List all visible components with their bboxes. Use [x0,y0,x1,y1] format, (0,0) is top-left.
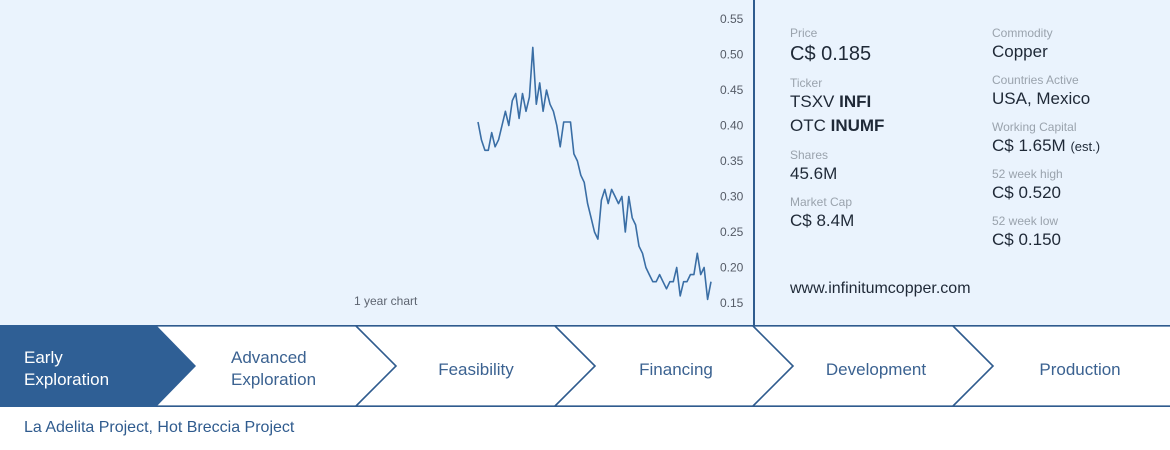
shares-label: Shares [790,148,829,162]
price-chart: 0.55 0.50 0.45 0.40 0.35 0.30 0.25 0.20 0.15 [477,12,744,310]
ticker-symbol-tsxv: INFI [839,92,872,111]
ticker-tsxv: TSXV INFI [790,92,884,112]
marketcap-value: C$ 8.4M [790,211,855,230]
ticker-block: Ticker TSXV INFI OTC INUMF [790,76,884,136]
y-tick-label: 0.30 [720,190,744,204]
commodity-value: Copper [992,42,1048,61]
y-tick-label: 0.25 [720,225,744,239]
stage-advanced-exploration-line1: Advanced [231,348,307,367]
price-value: C$ 0.185 [790,43,872,65]
y-tick-label: 0.20 [720,261,744,275]
stage-early-exploration-line2: Exploration [24,370,110,389]
stage-advanced-exploration: Advanced Exploration [231,347,316,391]
stage-feasibility: Feasibility [438,360,514,379]
working-capital-block: Working Capital C$ 1.65M (est.) [992,120,1100,157]
week-low-block: 52 week low C$ 0.150 [992,214,1061,250]
shares-block: Shares 45.6M [790,148,837,184]
ticker-symbol-otc: INUMF [830,116,885,135]
commodity-label: Commodity [992,26,1053,40]
marketcap-label: Market Cap [790,195,853,209]
y-tick-label: 0.50 [720,48,744,62]
week-high-block: 52 week high C$ 0.520 [992,167,1063,203]
ticker-exchange-tsxv: TSXV [790,92,840,111]
week-high-label: 52 week high [992,167,1063,181]
y-tick-label: 0.15 [720,296,744,310]
chart-caption: 1 year chart [354,294,418,308]
ticker-exchange-otc: OTC [790,116,831,135]
panel-divider [753,0,755,325]
working-capital-label: Working Capital [992,120,1077,134]
working-capital-note: (est.) [1070,139,1101,154]
projects-list: La Adelita Project, Hot Breccia Project [24,419,295,436]
stage-early-exploration-fill [0,325,196,407]
stage-advanced-exploration-line2: Exploration [231,370,317,389]
stage-production: Production [1039,360,1121,379]
marketcap-block: Market Cap C$ 8.4M [790,195,854,231]
stage-early-exploration: Early Exploration [24,347,109,391]
countries-block: Countries Active USA, Mexico [992,73,1090,109]
stock-panel [0,0,1170,325]
price-block: Price C$ 0.185 [790,26,871,66]
project-stage-bar [0,325,1170,407]
y-axis-ticks: 0.55 0.50 0.45 0.40 0.35 0.30 0.25 0.20 0.15 [720,12,744,310]
commodity-block: Commodity Copper [992,26,1053,62]
shares-value: 45.6M [790,164,838,183]
website-link[interactable]: www.infinitumcopper.com [790,280,971,297]
week-high-value: C$ 0.520 [992,183,1061,202]
stage-chevron-2 [554,325,597,407]
ticker-otc: OTC INUMF [790,116,884,136]
stage-chevron-3 [752,325,795,407]
ticker-label: Ticker [790,76,823,90]
stage-early-exploration-line1: Early [24,348,63,367]
price-line [477,46,712,301]
countries-value: USA, Mexico [992,89,1091,108]
y-tick-label: 0.40 [720,119,744,133]
y-tick-label: 0.45 [720,83,744,97]
y-tick-label: 0.55 [720,12,744,26]
price-label: Price [790,26,818,40]
stage-chevron-4 [952,325,995,407]
stage-development: Development [825,360,927,379]
countries-label: Countries Active [992,73,1079,87]
week-low-label: 52 week low [992,214,1059,228]
working-capital-value: C$ 1.65M (est.) [992,136,1100,157]
week-low-value: C$ 0.150 [992,230,1061,249]
y-tick-label: 0.35 [720,154,744,168]
working-capital-amount: C$ 1.65M [992,136,1066,155]
stage-financing: Financing [639,360,713,379]
stage-chevron-1 [355,325,398,407]
